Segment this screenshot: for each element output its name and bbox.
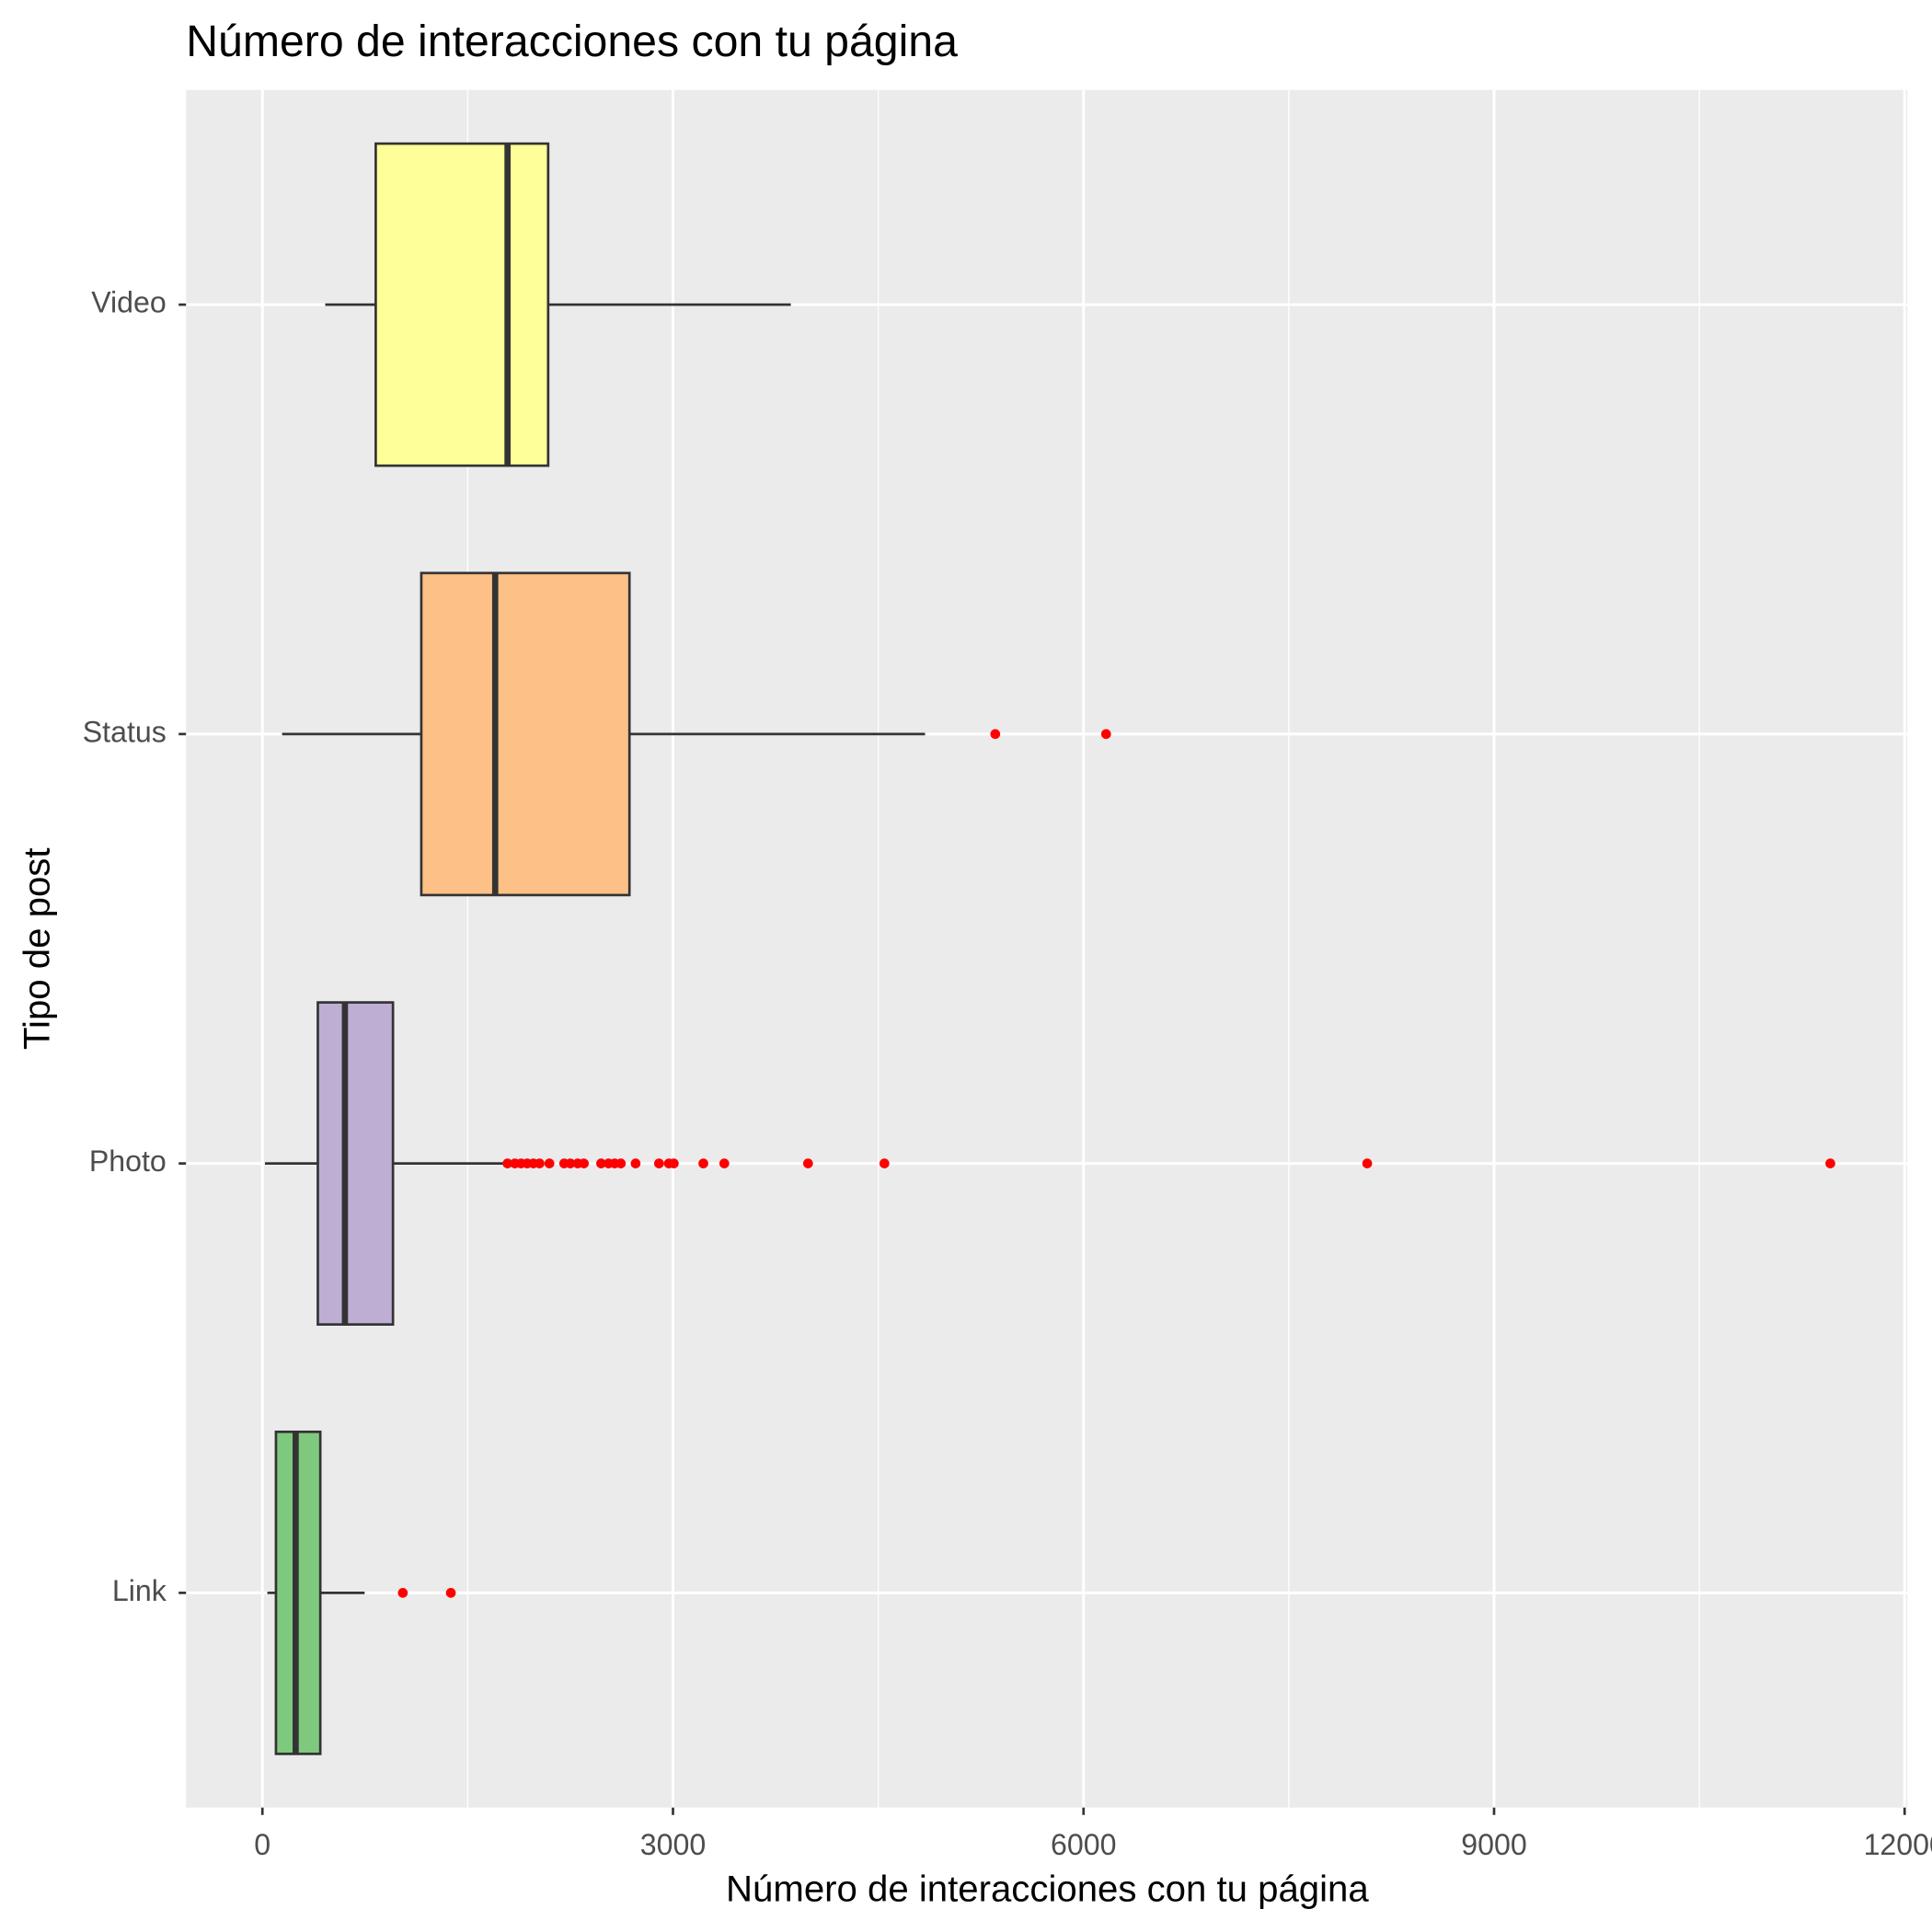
- y-axis-title: Tipo de post: [16, 847, 57, 1050]
- outlier: [615, 1158, 627, 1168]
- outlier: [990, 729, 1001, 740]
- chart-title: Número de interacciones con tu página: [186, 17, 958, 66]
- outlier: [1362, 1158, 1373, 1168]
- outlier: [535, 1158, 545, 1168]
- outlier: [1100, 729, 1111, 740]
- box: [374, 142, 550, 467]
- outlier: [653, 1158, 664, 1168]
- y-tick-label: Link: [112, 1574, 167, 1607]
- x-tick-label: 0: [254, 1828, 270, 1861]
- outlier: [544, 1158, 555, 1168]
- box: [316, 1001, 395, 1326]
- x-axis-title: Número de interacciones con tu página: [726, 1868, 1369, 1909]
- outlier: [502, 1158, 513, 1168]
- outlier: [719, 1158, 730, 1168]
- outlier: [698, 1158, 708, 1168]
- y-tick-label: Photo: [89, 1144, 167, 1178]
- outlier: [1825, 1158, 1835, 1168]
- outlier: [879, 1158, 890, 1168]
- outlier: [565, 1158, 576, 1168]
- outlier: [397, 1588, 408, 1598]
- box: [420, 571, 631, 897]
- x-tick-label: 6000: [1051, 1828, 1116, 1861]
- x-tick-label: 12000: [1864, 1828, 1932, 1861]
- outlier: [630, 1158, 641, 1168]
- outlier: [445, 1588, 456, 1598]
- outlier: [579, 1158, 590, 1168]
- outlier: [802, 1158, 813, 1168]
- outlier: [669, 1158, 679, 1168]
- outlier: [596, 1158, 606, 1168]
- x-tick-label: 3000: [640, 1828, 706, 1861]
- x-tick-label: 9000: [1461, 1828, 1526, 1861]
- y-tick-label: Video: [91, 286, 167, 319]
- y-tick-label: Status: [83, 715, 167, 748]
